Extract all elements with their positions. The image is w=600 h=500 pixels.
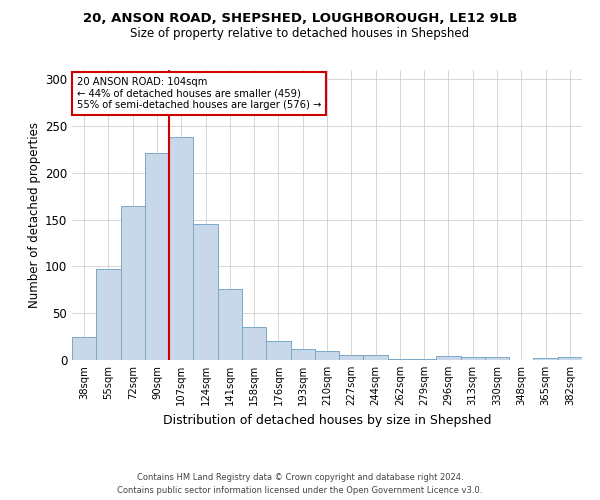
- Bar: [364, 356, 388, 360]
- Bar: [558, 357, 582, 360]
- Bar: [169, 138, 193, 360]
- Bar: [388, 359, 412, 360]
- Bar: [412, 359, 436, 360]
- Bar: [193, 224, 218, 360]
- Text: 20, ANSON ROAD, SHEPSHED, LOUGHBOROUGH, LE12 9LB: 20, ANSON ROAD, SHEPSHED, LOUGHBOROUGH, …: [83, 12, 517, 26]
- Bar: [461, 357, 485, 360]
- Bar: [315, 350, 339, 360]
- Bar: [145, 154, 169, 360]
- Text: Contains HM Land Registry data © Crown copyright and database right 2024.: Contains HM Land Registry data © Crown c…: [137, 472, 463, 482]
- Bar: [266, 342, 290, 360]
- Bar: [533, 358, 558, 360]
- Bar: [242, 328, 266, 360]
- Bar: [485, 357, 509, 360]
- Bar: [218, 289, 242, 360]
- Bar: [290, 349, 315, 360]
- Text: Size of property relative to detached houses in Shepshed: Size of property relative to detached ho…: [130, 28, 470, 40]
- Bar: [96, 270, 121, 360]
- Text: 20 ANSON ROAD: 104sqm
← 44% of detached houses are smaller (459)
55% of semi-det: 20 ANSON ROAD: 104sqm ← 44% of detached …: [77, 77, 322, 110]
- X-axis label: Distribution of detached houses by size in Shepshed: Distribution of detached houses by size …: [163, 414, 491, 426]
- Y-axis label: Number of detached properties: Number of detached properties: [28, 122, 41, 308]
- Bar: [339, 356, 364, 360]
- Bar: [72, 336, 96, 360]
- Text: Contains public sector information licensed under the Open Government Licence v3: Contains public sector information licen…: [118, 486, 482, 495]
- Bar: [436, 356, 461, 360]
- Bar: [121, 206, 145, 360]
